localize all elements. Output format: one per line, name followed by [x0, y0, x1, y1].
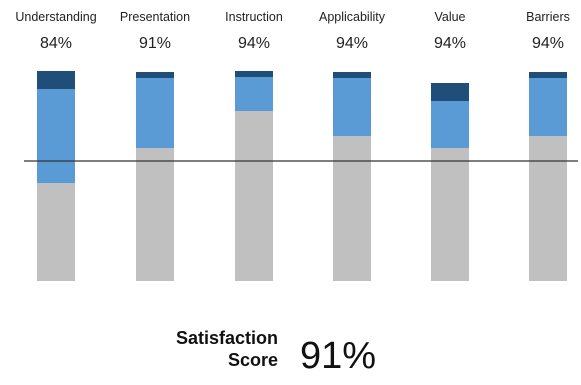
bar-segment-light-blue [333, 78, 371, 136]
bar-segment-dark-blue [431, 83, 469, 101]
percent-label: 84% [40, 35, 72, 52]
satisfaction-score-label: Satisfaction Score [118, 327, 278, 371]
bar-segment-light-blue [529, 78, 567, 136]
bar-segment-gray [529, 136, 567, 281]
bar-segment-light-blue [136, 78, 174, 148]
category-label: Value [434, 10, 465, 24]
satisfaction-score-value: 91% [300, 335, 377, 377]
percent-label: 94% [434, 35, 466, 52]
percent-label: 91% [139, 35, 171, 52]
percent-label: 94% [238, 35, 270, 52]
bar-segment-dark-blue [37, 71, 75, 89]
category-label: Presentation [120, 10, 190, 24]
category-label: Instruction [225, 10, 283, 24]
bar-segment-gray [37, 183, 75, 281]
bar-segment-light-blue [431, 101, 469, 148]
bar-segment-dark-blue [333, 72, 371, 78]
score-label-line2: Score [227, 350, 278, 370]
satisfaction-score-block: Satisfaction Score 91% [128, 325, 408, 385]
percent-label: 94% [336, 35, 368, 52]
bar-segment-dark-blue [235, 71, 273, 77]
bar-segment-gray [333, 136, 371, 281]
bar-segment-dark-blue [529, 72, 567, 78]
bar-segment-dark-blue [136, 72, 174, 78]
category-label: Applicability [319, 10, 386, 24]
score-label-line1: Satisfaction [175, 328, 278, 348]
category-label: Barriers [526, 10, 570, 24]
bar-segment-gray [431, 148, 469, 281]
bar-segment-gray [235, 111, 273, 281]
percent-label: 94% [532, 35, 564, 52]
bar-segment-light-blue [235, 77, 273, 111]
bar-segment-light-blue [37, 89, 75, 183]
bar-segment-gray [136, 148, 174, 281]
category-label: Understanding [15, 10, 96, 24]
